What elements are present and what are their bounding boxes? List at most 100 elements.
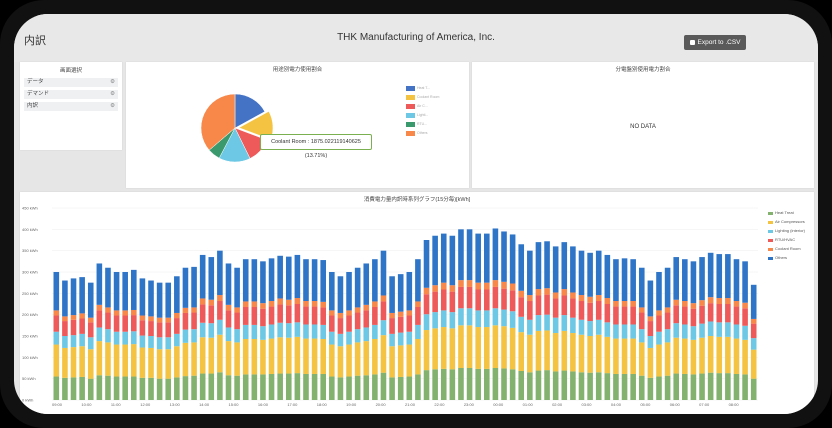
bar-segment[interactable]	[415, 301, 421, 307]
bar-segment[interactable]	[595, 250, 602, 296]
bar-segment[interactable]	[311, 259, 318, 302]
bar-segment[interactable]	[475, 233, 481, 283]
bar-segment[interactable]	[182, 329, 189, 343]
bar-legend-item[interactable]: Others	[768, 255, 814, 263]
bar-segment[interactable]	[260, 303, 266, 309]
bar-segment[interactable]	[449, 312, 456, 329]
bar-segment[interactable]	[277, 322, 283, 338]
bar-legend-item[interactable]: Coolant Room	[768, 246, 814, 254]
bar-segment[interactable]	[466, 368, 473, 400]
bar-segment[interactable]	[148, 316, 154, 322]
bar-segment[interactable]	[96, 304, 103, 311]
bar-segment[interactable]	[742, 374, 748, 400]
bar-segment[interactable]	[346, 331, 352, 345]
bar-segment[interactable]	[96, 310, 103, 328]
bar-segment[interactable]	[53, 376, 60, 400]
bar-segment[interactable]	[105, 375, 111, 400]
bar-segment[interactable]	[544, 370, 550, 400]
bar-segment[interactable]	[458, 325, 464, 368]
bar-segment[interactable]	[518, 297, 525, 317]
bar-segment[interactable]	[354, 312, 361, 330]
bar-segment[interactable]	[475, 289, 481, 311]
bar-segment[interactable]	[578, 372, 585, 400]
bar-segment[interactable]	[440, 368, 447, 400]
bar-segment[interactable]	[630, 306, 636, 325]
bar-segment[interactable]	[716, 322, 723, 337]
bar-segment[interactable]	[53, 272, 60, 311]
bar-segment[interactable]	[578, 250, 585, 296]
bar-segment[interactable]	[303, 373, 309, 400]
bar-segment[interactable]	[509, 369, 516, 400]
bar-segment[interactable]	[716, 304, 723, 323]
bar-legend-item[interactable]: Air Compressors	[768, 219, 814, 227]
bar-segment[interactable]	[372, 374, 378, 400]
bar-segment[interactable]	[621, 338, 628, 374]
bar-segment[interactable]	[311, 306, 318, 325]
bar-segment[interactable]	[122, 376, 128, 400]
bar-segment[interactable]	[458, 308, 464, 326]
bar-segment[interactable]	[613, 259, 619, 302]
bar-segment[interactable]	[337, 333, 344, 347]
bar-segment[interactable]	[191, 375, 197, 400]
bar-segment[interactable]	[389, 318, 395, 334]
bar-segment[interactable]	[87, 349, 94, 379]
bar-segment[interactable]	[647, 336, 654, 348]
pie-legend-item[interactable]: Lighti...	[406, 113, 446, 119]
bar-segment[interactable]	[397, 332, 404, 346]
bar-segment[interactable]	[122, 315, 128, 332]
bar-segment[interactable]	[380, 335, 387, 373]
bar-segment[interactable]	[527, 250, 533, 296]
bar-segment[interactable]	[225, 310, 232, 328]
bar-segment[interactable]	[673, 305, 680, 324]
bar-segment[interactable]	[638, 329, 645, 343]
bar-segment[interactable]	[182, 376, 189, 400]
bar-segment[interactable]	[174, 377, 180, 400]
bar-segment[interactable]	[285, 337, 292, 374]
bar-segment[interactable]	[62, 280, 68, 317]
bar-segment[interactable]	[673, 323, 680, 338]
bar-segment[interactable]	[260, 261, 266, 304]
bar-segment[interactable]	[716, 254, 723, 299]
bar-segment[interactable]	[96, 327, 103, 342]
bar-segment[interactable]	[122, 310, 128, 316]
bar-segment[interactable]	[113, 272, 120, 311]
bar-segment[interactable]	[682, 259, 688, 302]
bar-segment[interactable]	[630, 338, 636, 374]
bar-segment[interactable]	[432, 235, 438, 286]
bar-segment[interactable]	[79, 313, 85, 319]
bar-segment[interactable]	[389, 312, 395, 319]
bar-segment[interactable]	[389, 377, 395, 400]
bar-segment[interactable]	[389, 333, 395, 347]
bar-segment[interactable]	[587, 296, 593, 303]
bar-segment[interactable]	[527, 319, 533, 335]
bar-segment[interactable]	[466, 286, 473, 309]
bar-segment[interactable]	[613, 306, 619, 325]
bar-segment[interactable]	[372, 259, 378, 302]
bar-segment[interactable]	[415, 259, 421, 302]
bar-segment[interactable]	[208, 323, 215, 338]
bar-segment[interactable]	[139, 315, 146, 321]
bar-segment[interactable]	[656, 331, 662, 345]
bar-segment[interactable]	[148, 336, 154, 348]
bar-segment[interactable]	[570, 246, 576, 293]
bar-segment[interactable]	[570, 292, 576, 299]
bar-segment[interactable]	[604, 322, 611, 337]
bar-segment[interactable]	[372, 324, 378, 339]
sidebar-item-breakdown[interactable]: 内訳 ⚙	[24, 102, 118, 111]
bar-segment[interactable]	[527, 295, 533, 302]
bar-segment[interactable]	[380, 295, 387, 302]
bar-segment[interactable]	[251, 338, 258, 375]
bar-segment[interactable]	[475, 327, 481, 369]
bar-segment[interactable]	[294, 254, 301, 299]
bar-segment[interactable]	[656, 344, 662, 377]
pie-legend-item[interactable]: Coolant Room	[406, 95, 446, 101]
bar-segment[interactable]	[690, 308, 697, 327]
bar-segment[interactable]	[621, 373, 628, 400]
bar-segment[interactable]	[165, 378, 172, 400]
bar-segment[interactable]	[699, 305, 705, 324]
bar-segment[interactable]	[458, 286, 464, 309]
bar-segment[interactable]	[604, 304, 611, 323]
bar-segment[interactable]	[664, 342, 671, 376]
bar-segment[interactable]	[535, 370, 542, 400]
bar-segment[interactable]	[96, 341, 103, 376]
